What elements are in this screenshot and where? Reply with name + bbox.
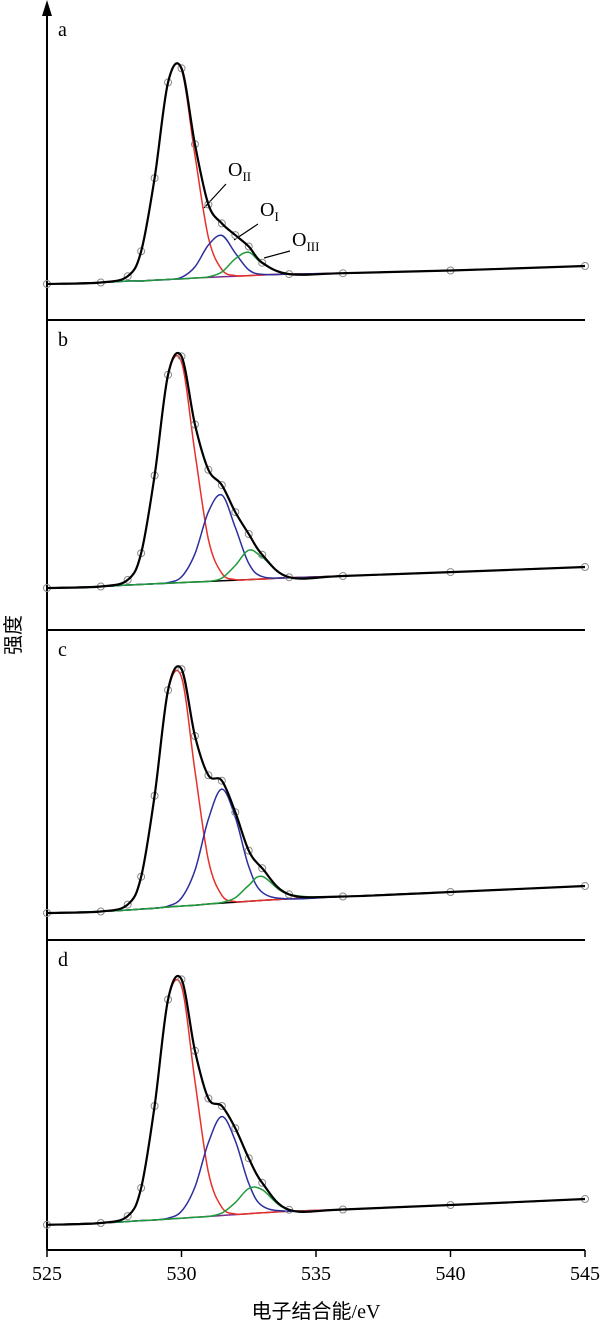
series-line [46,354,586,589]
data-point [204,771,213,780]
y-axis-label: 强度 [2,615,25,655]
data-point [258,864,267,873]
data-point [244,1154,253,1163]
data-point [177,665,186,674]
data-point [123,575,132,584]
data-point [244,846,253,855]
annotation-text: O [292,229,306,251]
data-point [204,465,213,474]
data-point [258,258,267,267]
plot-area [43,974,589,1229]
x-tick-label: 535 [301,1263,331,1285]
y-axis-arrow [42,0,52,16]
panel-label: b [58,329,68,351]
series-line [46,351,586,590]
data-point [217,1102,226,1110]
series-line [46,669,586,914]
annotation-sub: I [274,209,278,224]
annotation-sub: III [306,239,319,254]
data-point [231,1124,240,1133]
annotation-arrow [263,250,291,259]
data-point [231,508,240,517]
data-point [217,776,226,785]
series-line [46,62,586,286]
data-point [244,530,253,538]
series-line [46,549,586,589]
data-point [258,1178,267,1187]
series-line [46,493,586,589]
annotation: OI [260,199,279,224]
data-point [177,975,186,984]
x-tick-label: 525 [32,1263,62,1285]
plot-area [43,351,589,592]
data-point [244,242,253,251]
data-point [123,1212,132,1221]
panel-label: a [58,19,67,41]
annotation: OIII [292,229,319,254]
series-line [46,875,586,914]
series-line [46,978,586,1226]
series-line [46,665,586,915]
x-tick-label: 545 [570,1263,600,1285]
series-line [46,974,586,1226]
data-point [231,808,240,817]
annotation-sub: II [242,169,251,184]
x-tick-label: 530 [167,1263,197,1285]
series-line [46,788,586,914]
annotation-text: O [228,159,242,181]
annotations: OII OI OIII [203,159,319,259]
panel-label: c [58,639,67,661]
data-point [217,219,226,228]
data-point [177,352,186,361]
data-point [258,550,267,559]
x-tick-label: 540 [436,1263,466,1285]
series-line [46,1115,586,1226]
annotation-text: O [260,199,274,221]
data-point [177,64,186,73]
data-point [123,900,132,909]
data-point [123,272,132,281]
annotation: OII [228,159,251,184]
plot-area [43,62,589,288]
plot-area [43,665,589,917]
data-point [204,1094,213,1103]
x-axis-label: 电子结合能/eV [252,1300,381,1323]
data-point [217,481,226,490]
data-point [231,231,240,240]
panel-label: d [58,949,68,971]
